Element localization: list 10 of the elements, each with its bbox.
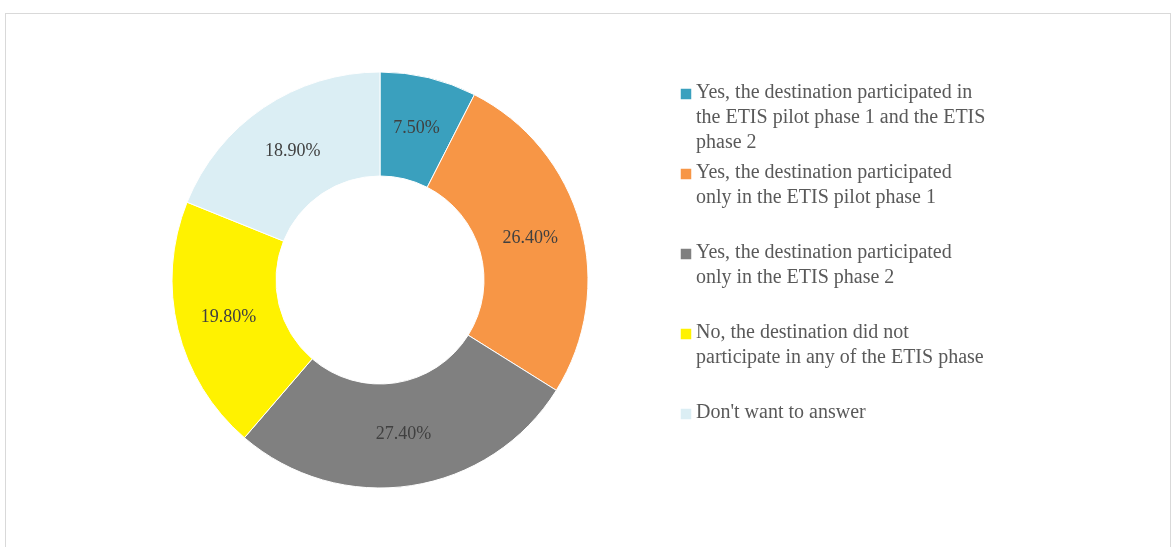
data-label: 19.80% <box>200 305 257 326</box>
data-label: 7.50% <box>393 117 440 138</box>
legend-label: Yes, the destination participated only in the ETIS pilot phase 1 <box>696 160 952 208</box>
data-label: 27.40% <box>375 423 432 444</box>
data-label: 18.90% <box>264 139 321 160</box>
legend-label: Don't want to answer <box>696 400 867 422</box>
legend-label: No, the destination did not participate in any of the ETIS phase <box>696 320 984 368</box>
data-label: 26.40% <box>502 227 559 248</box>
legend-label: Yes, the destination participated only in the ETIS phase 2 <box>696 240 952 288</box>
legend-label: Yes, the destination participated in the ETIS pilot phase 1 and the ETIS phase 2 <box>696 80 986 153</box>
